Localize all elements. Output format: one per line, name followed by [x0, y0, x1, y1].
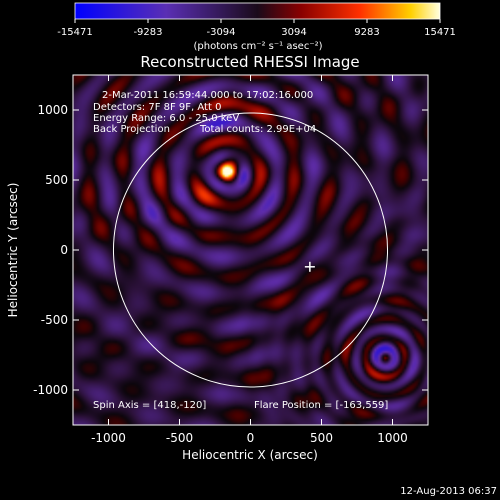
annotation-total-counts: Total counts: 2.99E+04 [199, 124, 316, 135]
y-tick-label: -500 [41, 313, 68, 327]
x-tick-label: 1000 [377, 431, 408, 445]
annotation-energy-range: Energy Range: 6.0 - 25.0 keV [93, 113, 239, 124]
annotation-spin-axis: Spin Axis = [418,-120] [93, 400, 206, 411]
chart-title: Reconstructed RHESSI Image [140, 53, 359, 71]
colorbar-tick-label: -9283 [133, 27, 162, 38]
y-tick-label: -1000 [33, 383, 68, 397]
footer-date: 12-Aug-2013 06:37 [400, 486, 497, 497]
x-axis-label: Heliocentric X (arcsec) [182, 448, 318, 462]
spin-axis-marker [304, 261, 315, 272]
x-axis-ticks: -1000 -500 0 500 1000 [91, 75, 408, 445]
annotation-time-range: 2-Mar-2011 16:59:44.000 to 17:02:16.000 [102, 90, 313, 101]
heatmap-image [73, 75, 428, 425]
colorbar-tick-label: -3094 [206, 27, 235, 38]
x-tick-label: 500 [310, 431, 333, 445]
annotation-flare-position: Flare Position = [-163,559] [254, 400, 388, 411]
colorbar-tick-label: 15471 [424, 27, 456, 38]
x-tick-label: -500 [166, 431, 193, 445]
colorbar-tick-label: -15471 [57, 27, 92, 38]
x-tick-label: 0 [247, 431, 255, 445]
solar-limb-circle [112, 112, 389, 388]
colorbar-tick-label: 9283 [354, 27, 379, 38]
annotations: 2-Mar-2011 16:59:44.000 to 17:02:16.000 … [93, 90, 388, 411]
image-area: -1000 -500 0 500 1000 -1000 -500 0 500 1000 [33, 74, 429, 445]
colorbar: -15471 -9283 -3094 3094 9283 15471 (photons c… [57, 2, 456, 52]
annotation-detectors: Detectors: 7F 8F 9F, Att 0 [93, 102, 221, 113]
y-tick-label: 500 [45, 173, 68, 187]
y-tick-label: 1000 [37, 103, 68, 117]
x-tick-label: -1000 [91, 431, 126, 445]
colorbar-ticks: -15471 -9283 -3094 3094 9283 15471 [57, 19, 456, 38]
y-tick-label: 0 [60, 243, 68, 257]
colorbar-gradient [74, 2, 441, 20]
annotation-method: Back Projection [93, 124, 170, 135]
colorbar-units: (photons cm⁻² s⁻¹ asec⁻²) [193, 41, 322, 52]
y-axis-label: Heliocentric Y (arcsec) [6, 183, 20, 318]
y-axis-ticks: -1000 -500 0 500 1000 [33, 103, 428, 397]
colorbar-tick-label: 3094 [281, 27, 306, 38]
